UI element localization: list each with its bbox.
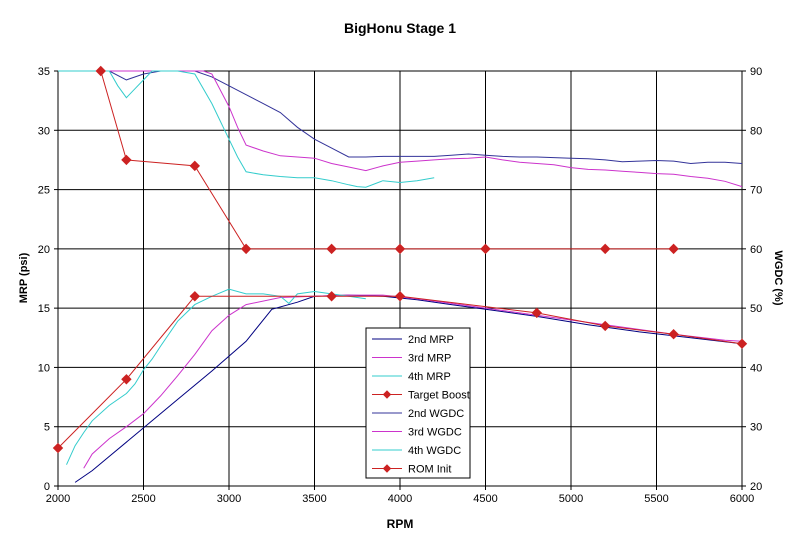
y2-tick-label: 40 (750, 362, 762, 374)
data-point-marker (394, 291, 406, 302)
tick-layer: 2000 2500 3000 3500 4000 4500 5000 5500 6000 0 5 10… (38, 66, 763, 505)
legend-label: 3rd MRP (408, 353, 451, 365)
data-point-marker (599, 243, 611, 255)
data-point-marker (189, 160, 201, 172)
legend: 2nd MRP 3rd MRP 4th MRP Target Boost 2nd WGD… (365, 327, 471, 479)
legend-box (365, 327, 471, 479)
data-point-marker (480, 243, 491, 255)
data-point-marker (121, 374, 132, 385)
data-point-marker (668, 329, 679, 340)
y2-tick-label: 50 (750, 303, 762, 315)
data-point-marker (95, 65, 106, 77)
y2-tick-label: 30 (750, 422, 762, 434)
legend-label: 4th MRP (408, 371, 451, 383)
y2-tick-label: 90 (750, 66, 762, 78)
series-line (58, 70, 435, 188)
series-layer (52, 65, 748, 483)
y2-tick-label: 70 (750, 185, 762, 197)
x-tick-label: 6000 (730, 493, 754, 505)
y-tick-label: 10 (38, 362, 50, 374)
data-point-marker (189, 291, 201, 302)
y2-tick-label: 80 (750, 125, 762, 137)
data-point-marker (531, 307, 543, 319)
series-group (66, 288, 366, 465)
series-line (66, 288, 366, 465)
data-point-marker (121, 154, 132, 166)
y-tick-label: 25 (38, 185, 50, 197)
x-tick-label: 4000 (388, 493, 412, 505)
x-tick-label: 5500 (644, 493, 668, 505)
x-tick-label: 2000 (46, 493, 70, 505)
data-point-marker (240, 243, 252, 255)
chart-title: BigHonu Stage 1 (344, 20, 456, 36)
y2-tick-label: 20 (750, 481, 762, 493)
data-point-marker (326, 243, 337, 255)
y-tick-label: 35 (38, 66, 50, 78)
legend-label: ROM Init (408, 464, 451, 476)
y-tick-label: 0 (44, 481, 50, 493)
y-axis-label: MRP (psi) (18, 252, 30, 303)
y2-tick-label: 60 (750, 244, 762, 256)
x-tick-label: 5000 (559, 493, 583, 505)
legend-marker (382, 464, 392, 473)
x-tick-label: 4500 (473, 493, 497, 505)
y-tick-label: 15 (38, 303, 50, 315)
data-point-marker (736, 338, 748, 349)
series-line (58, 70, 743, 188)
legend-marker (382, 390, 392, 399)
legend-label: 2nd WGDC (408, 408, 464, 420)
y2-axis-label: WGDC (%) (772, 251, 784, 306)
y-tick-label: 30 (38, 125, 50, 137)
data-point-marker (326, 291, 337, 302)
legend-label: Target Boost (408, 390, 470, 402)
legend-label: 4th WGDC (408, 445, 461, 457)
legend-label: 2nd MRP (408, 334, 454, 346)
series-group (58, 70, 435, 188)
data-point-marker (52, 442, 64, 454)
legend-label: 3rd WGDC (408, 427, 462, 439)
data-point-marker (668, 243, 679, 255)
data-point-marker (599, 320, 611, 332)
x-axis-label: RPM (387, 517, 414, 531)
series-group (52, 291, 748, 454)
x-tick-label: 3500 (302, 493, 326, 505)
y-tick-label: 5 (44, 422, 50, 434)
series-group (58, 70, 743, 188)
x-tick-label: 2500 (131, 493, 155, 505)
y-tick-label: 20 (38, 244, 50, 256)
data-point-marker (394, 243, 406, 255)
series-group (95, 65, 679, 255)
x-tick-label: 3000 (217, 493, 241, 505)
